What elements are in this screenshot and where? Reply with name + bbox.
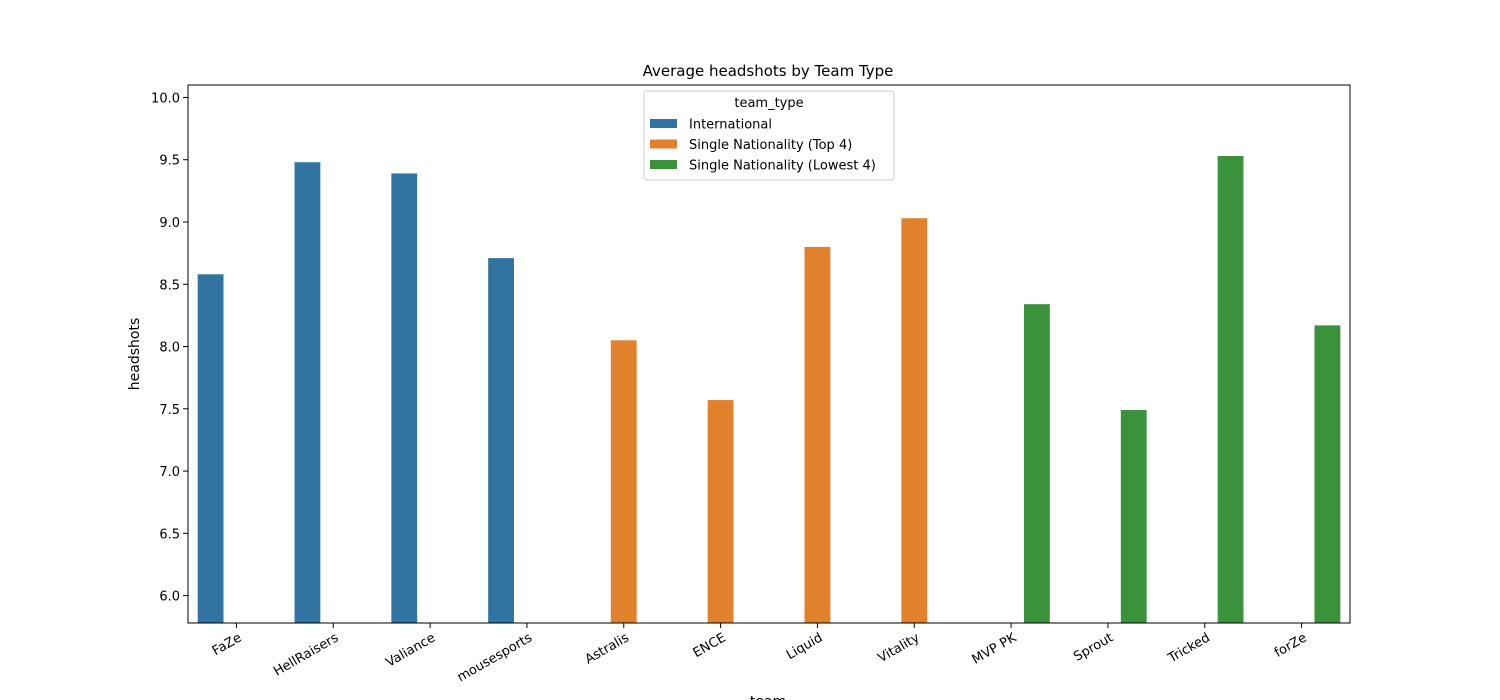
legend: team_type International Single Nationality… (643, 90, 895, 181)
legend-swatch (650, 119, 677, 128)
legend-box (643, 90, 895, 181)
chart-title: Average headshots by Team Type (643, 62, 894, 80)
y-axis: 6.0 6.5 7.0 7.5 8.0 8.5 9.0 9.5 10.0 (151, 91, 188, 605)
bar-mousesports (488, 258, 514, 623)
y-tick-label: 8.0 (159, 341, 180, 356)
y-tick-label: 9.5 (159, 154, 180, 169)
y-tick-label: 6.5 (159, 527, 180, 542)
bar-valiance (391, 173, 418, 624)
legend-swatch (650, 139, 677, 149)
legend-label: International (689, 118, 772, 133)
bar-forze (1314, 325, 1341, 623)
y-tick-label: 7.0 (159, 465, 180, 480)
x-axis-label: team (750, 694, 786, 700)
bar-sprout (1120, 410, 1147, 623)
bar-ence (707, 400, 734, 623)
bar-hellraisers (294, 162, 321, 623)
y-tick-label: 9.0 (159, 216, 180, 231)
y-axis-label: headshots (127, 318, 143, 390)
bar-faze (197, 274, 224, 623)
bar-vitality (901, 218, 928, 623)
legend-swatch (650, 160, 677, 169)
y-tick-label: 7.5 (159, 403, 180, 418)
y-tick-label: 10.0 (151, 91, 180, 106)
plot-area (187, 84, 1351, 624)
legend-title: team_type (734, 96, 803, 111)
y-tick-label: 6.0 (159, 590, 180, 605)
bar-liquid (804, 246, 831, 623)
legend-label: Single Nationality (Lowest 4) (689, 159, 876, 174)
y-tick-label: 8.5 (159, 278, 180, 293)
bar-mvp-pk (1023, 304, 1050, 623)
bar-tricked (1217, 155, 1244, 624)
bars-group (197, 155, 1341, 624)
legend-label: Single Nationality (Top 4) (689, 138, 852, 153)
bar-astralis (610, 340, 637, 623)
